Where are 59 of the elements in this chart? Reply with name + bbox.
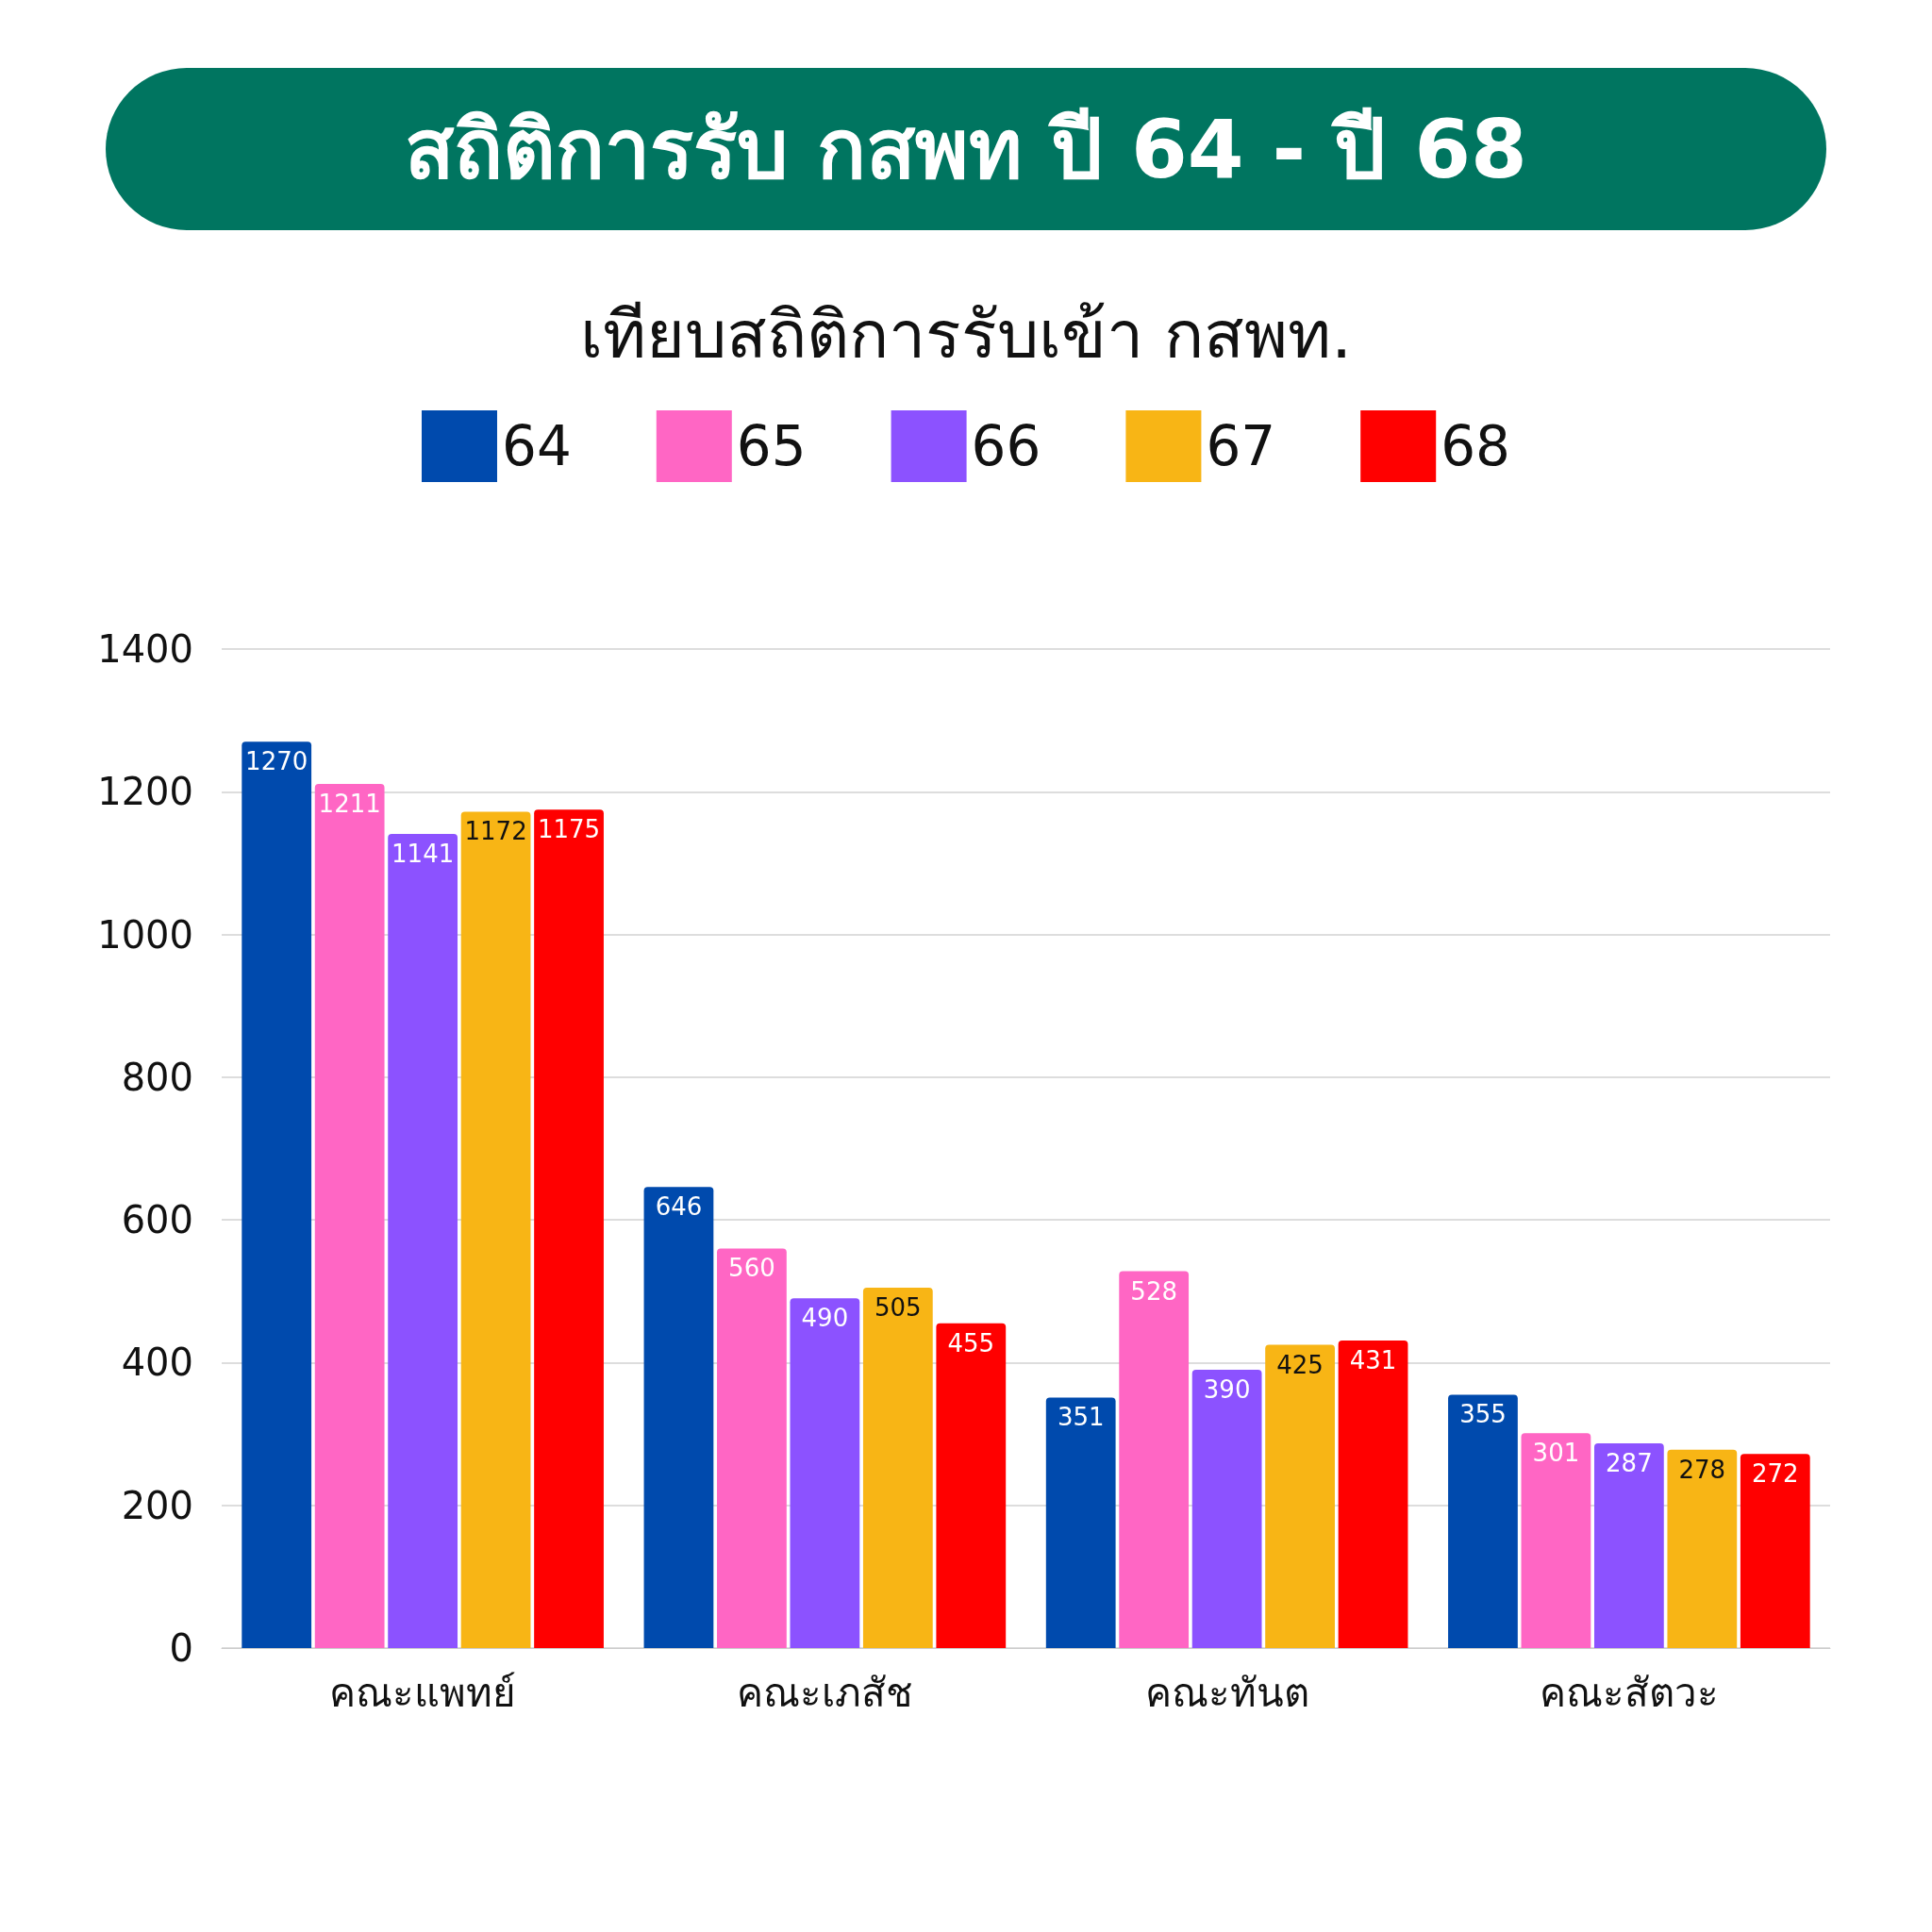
bar [388,833,458,1648]
x-tick-label: คณะแพทย์ [329,1669,517,1716]
chart-title: สถิติการรับ กสพท ปี 64 - ปี 68 [405,102,1527,196]
data-label: 355 [1459,1400,1507,1429]
data-label: 390 [1203,1374,1251,1404]
y-tick-label: 1200 [97,770,193,814]
data-label: 301 [1532,1439,1580,1468]
legend-label: 65 [736,414,807,478]
y-tick-label: 800 [121,1055,193,1099]
data-label: 560 [728,1254,775,1283]
data-label: 646 [655,1192,703,1222]
data-label: 490 [801,1304,849,1333]
y-tick-label: 400 [121,1341,193,1385]
legend-label: 66 [971,414,1041,478]
data-label: 425 [1276,1350,1324,1379]
bar [1265,1344,1335,1648]
data-label: 455 [947,1328,995,1357]
bar [314,783,385,1648]
data-label: 1172 [464,817,527,846]
data-label: 1141 [391,839,455,868]
x-tick-label: คณะทันต [1144,1669,1309,1716]
bar [1593,1442,1664,1648]
bar [1119,1271,1190,1648]
data-label: 272 [1751,1459,1799,1489]
data-label: 287 [1606,1448,1653,1477]
bar [1448,1394,1518,1648]
y-tick-label: 0 [169,1626,193,1670]
bar [534,809,604,1648]
data-label: 505 [874,1293,922,1322]
bar [643,1187,714,1648]
y-tick-label: 200 [121,1483,193,1527]
data-label: 278 [1678,1455,1726,1484]
legend-label: 67 [1206,414,1276,478]
bar [1521,1433,1591,1648]
bar [1045,1397,1116,1648]
legend-label: 64 [501,414,572,478]
x-tick-label: คณะเภสัช [736,1669,913,1716]
legend-label: 68 [1441,414,1511,478]
bar [717,1248,787,1648]
data-label: 431 [1349,1345,1397,1374]
bar [1667,1449,1738,1648]
bar [242,741,312,1648]
x-tick-label: คณะสัตวะ [1539,1669,1719,1716]
data-label: 1270 [245,747,308,776]
data-label: 1211 [318,789,381,818]
chart-subtitle: เทียบสถิติการรับเข้า กสพท. [579,296,1353,374]
data-label: 351 [1057,1403,1105,1432]
bar [862,1288,933,1648]
bar [1740,1454,1810,1648]
y-tick-label: 1400 [97,627,193,671]
bar [1191,1369,1262,1648]
y-tick-label: 600 [121,1198,193,1242]
y-tick-label: 1000 [97,912,193,957]
bar [460,811,531,1648]
bar [936,1323,1007,1648]
bar [1338,1340,1408,1648]
data-label: 1175 [537,815,601,844]
data-label: 528 [1130,1276,1177,1306]
bar [790,1298,860,1648]
